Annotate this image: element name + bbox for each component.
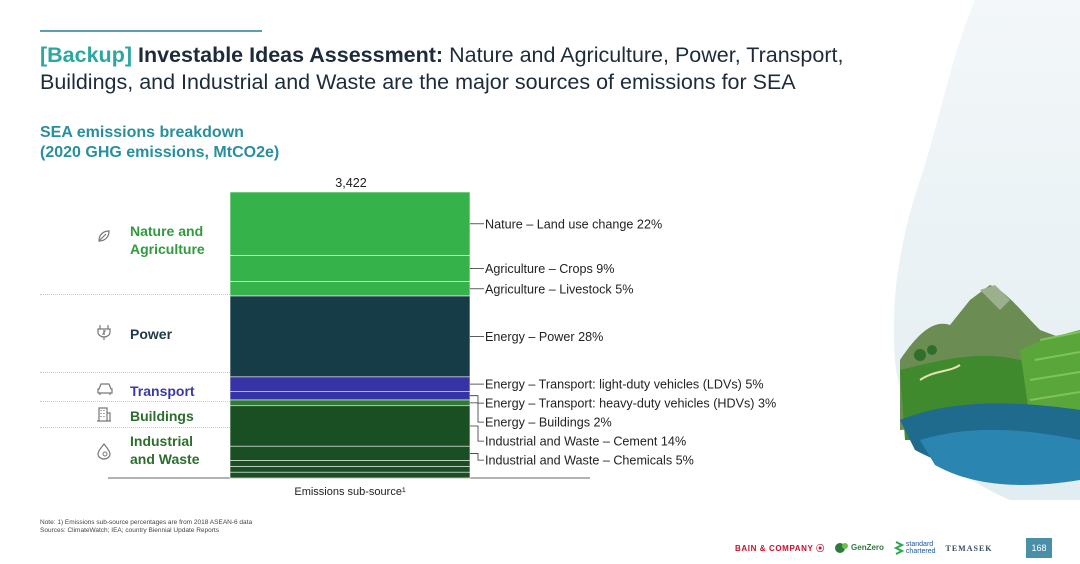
note-line2: Sources: ClimateWatch; IEA; country Bien… <box>40 527 219 534</box>
leader-line-6 <box>470 395 484 404</box>
separator-1 <box>40 294 230 295</box>
bar-segment-5 <box>229 376 471 392</box>
bar-segment-11 <box>229 466 471 473</box>
leaf-icon <box>96 228 112 248</box>
page-number: 168 <box>1026 538 1052 558</box>
segment-label-4: Energy – Power 28% <box>485 330 603 344</box>
segment-label-1: Nature – Land use change 22% <box>485 217 662 231</box>
bar-segment-1 <box>229 191 471 256</box>
car-icon <box>96 380 114 400</box>
bar-segment-4 <box>229 295 471 378</box>
bar-segment-8 <box>229 405 471 447</box>
title-rest: Nature and Agriculture, Power, Transport… <box>40 43 844 94</box>
title-tag: [Backup] <box>40 43 132 67</box>
segment-label-7: Energy – Buildings 2% <box>485 416 612 430</box>
category-label-line1: Nature and <box>130 223 204 239</box>
bain-logo: BAIN & COMPANY ⦿ <box>735 543 825 553</box>
bar-segment-2 <box>229 255 471 282</box>
leader-line-8 <box>470 425 484 442</box>
plug-icon <box>96 323 112 345</box>
bar-segment-6 <box>229 391 471 401</box>
segment-label-9: Industrial and Waste – Chemicals 5% <box>485 454 694 468</box>
x-axis-label: Emissions sub-source¹ <box>294 486 406 498</box>
bar-segment-7 <box>229 399 471 407</box>
segment-label-2: Agriculture – Crops 9% <box>485 262 615 276</box>
separator-3 <box>40 401 230 402</box>
bar-segment-10 <box>229 460 471 467</box>
subtitle-line2: (2020 GHG emissions, MtCO2e) <box>40 144 280 161</box>
leader-line-7 <box>470 402 484 423</box>
segment-label-5: Energy – Transport: light-duty vehicles … <box>485 378 764 392</box>
category-label-power: Power <box>130 326 173 342</box>
segment-label-3: Agriculture – Livestock 5% <box>485 282 633 296</box>
subtitle-line1: SEA emissions breakdown <box>40 124 244 141</box>
category-label-line2: Agriculture <box>130 241 205 257</box>
temasek-logo: TEMASEK <box>945 543 993 553</box>
chart-subtitle: SEA emissions breakdown (2020 GHG emissi… <box>40 123 279 163</box>
note-line1: Note: 1) Emissions sub-source percentage… <box>40 519 253 526</box>
title-accent-line <box>40 30 262 32</box>
bar-segment-12 <box>229 471 471 479</box>
factory-icon <box>96 442 112 464</box>
total-label: 3,422 <box>335 176 367 190</box>
genzero-logo: GenZero <box>834 541 884 555</box>
bar-segment-3 <box>229 281 471 297</box>
bar-segment-9 <box>229 445 471 461</box>
category-label-line1: Industrial <box>130 433 194 449</box>
category-label-buildings: Buildings <box>130 408 194 424</box>
page-title: [Backup] Investable Ideas Assessment: Na… <box>40 42 890 96</box>
segment-label-8: Industrial and Waste – Cement 14% <box>485 435 686 449</box>
title-bold: Investable Ideas Assessment: <box>137 43 444 67</box>
standard-chartered-logo: standard chartered <box>893 541 936 555</box>
bain-circle-icon: ⦿ <box>816 543 825 553</box>
emissions-stacked-bar-chart: Nature – Land use change 22% Agriculture … <box>108 191 776 479</box>
landscape-illustration <box>893 0 1080 500</box>
building-icon <box>96 406 112 426</box>
stacked-bar <box>229 191 471 479</box>
segment-label-6: Energy – Transport: heavy-duty vehicles … <box>485 397 776 411</box>
category-label-line2: and Waste <box>130 451 200 467</box>
leader-line-9 <box>470 453 484 461</box>
genzero-mark-icon <box>834 543 848 553</box>
footnote: Note: 1) Emissions sub-source percentage… <box>40 519 252 535</box>
separator-4 <box>40 427 230 428</box>
footer-logos: BAIN & COMPANY ⦿ GenZero standard charter… <box>735 541 993 555</box>
standard-chartered-mark-icon <box>893 541 904 555</box>
segment-labels: Nature – Land use change 22% Agriculture … <box>470 217 776 468</box>
category-label-transport: Transport <box>130 383 195 399</box>
separator-2 <box>40 372 230 373</box>
